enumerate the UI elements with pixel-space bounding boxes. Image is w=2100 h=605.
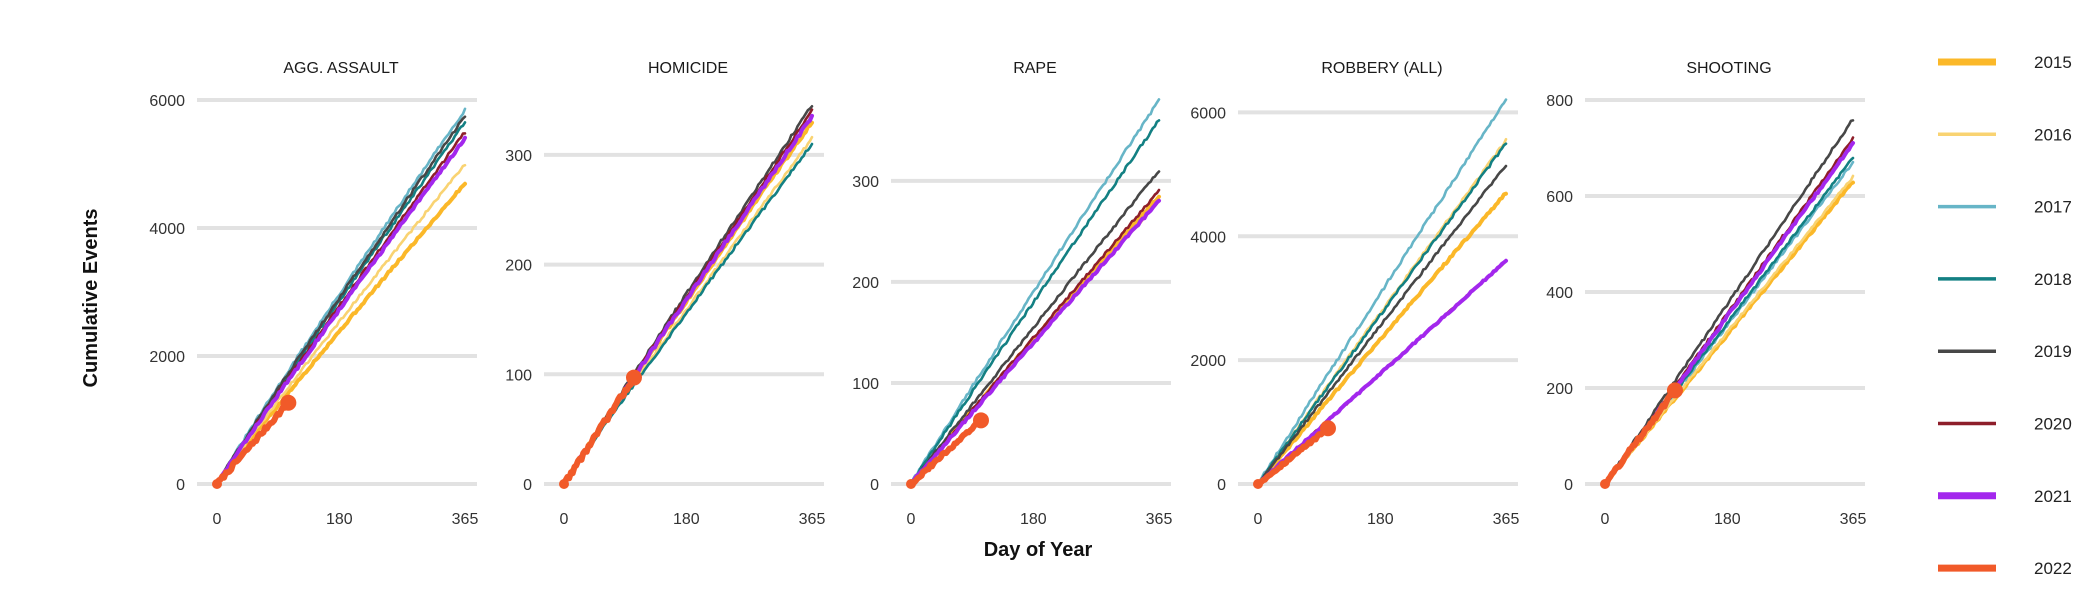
y-tick-label: 600 — [1546, 189, 1573, 206]
x-tick-label: 0 — [1254, 511, 1263, 528]
y-tick-label: 0 — [1217, 477, 1226, 494]
panel-agg-assault: AGG. ASSAULT 0 2000 4000 6000 0 180 365 — [149, 60, 478, 528]
x-tick-label: 180 — [673, 511, 700, 528]
x-tick-label: 365 — [799, 511, 826, 528]
series-line-2015 — [215, 181, 467, 486]
panel-title: HOMICIDE — [648, 60, 728, 77]
legend-item-2018: 2018 — [1938, 270, 2072, 289]
start-point-2022 — [559, 479, 569, 489]
y-tick-label: 0 — [870, 477, 879, 494]
series-line-2019 — [1603, 119, 1855, 485]
series-line-2022 — [1602, 387, 1678, 487]
series-line-2016 — [215, 163, 467, 485]
series-line-2019 — [215, 115, 467, 486]
x-tick-label: 365 — [1493, 511, 1520, 528]
legend-label: 2016 — [2034, 125, 2072, 144]
start-point-2022 — [1600, 479, 1610, 489]
series-line-2021 — [215, 135, 467, 486]
current-point-2022 — [280, 394, 297, 411]
y-tick-label: 100 — [852, 376, 879, 393]
series-line-2021 — [1256, 258, 1508, 486]
x-tick-label: 0 — [907, 511, 916, 528]
y-tick-label: 2000 — [149, 349, 185, 366]
start-point-2022 — [906, 479, 916, 489]
y-tick-label: 2000 — [1190, 353, 1226, 370]
legend-item-2016: 2016 — [1938, 125, 2072, 144]
series-line-2019 — [909, 170, 1161, 486]
y-tick-label: 200 — [505, 258, 532, 275]
series-line-2022 — [1255, 425, 1331, 487]
series-line-2018 — [1256, 142, 1508, 485]
y-tick-label: 300 — [852, 174, 879, 191]
series-line-2019 — [1256, 164, 1508, 485]
x-tick-label: 180 — [1020, 511, 1047, 528]
y-tick-label: 4000 — [1190, 229, 1226, 246]
series-line-2022 — [908, 417, 984, 487]
series-line-2017 — [1256, 98, 1508, 486]
legend-item-2019: 2019 — [1938, 342, 2072, 361]
series-line-2017 — [215, 107, 467, 486]
y-tick-label: 0 — [1564, 477, 1573, 494]
panel-shooting: SHOOTING 0 200 400 600 800 0 180 365 — [1546, 60, 1866, 528]
y-axis-title: Cumulative Events — [80, 209, 102, 388]
legend-item-2015: 2015 — [1938, 53, 2072, 72]
y-tick-label: 200 — [852, 275, 879, 292]
legend-label: 2019 — [2034, 342, 2072, 361]
current-point-2022 — [972, 412, 989, 429]
y-tick-label: 4000 — [149, 221, 185, 238]
legend-label: 2022 — [2034, 559, 2072, 578]
series-line-2022 — [214, 399, 292, 487]
y-tick-label: 300 — [505, 148, 532, 165]
current-point-2022 — [1666, 382, 1683, 399]
legend-label: 2018 — [2034, 270, 2072, 289]
panel-homicide: HOMICIDE 0 100 200 300 0 180 365 — [505, 60, 825, 528]
legend-item-2017: 2017 — [1938, 198, 2072, 217]
series-line-2020 — [215, 132, 467, 485]
panel-robbery-all: ROBBERY (ALL) 0 2000 4000 6000 0 180 365 — [1190, 60, 1519, 528]
start-point-2022 — [212, 479, 222, 489]
y-tick-label: 800 — [1546, 93, 1573, 110]
series-line-2015 — [1256, 191, 1508, 486]
y-tick-label: 400 — [1546, 285, 1573, 302]
panel-title: AGG. ASSAULT — [283, 60, 399, 77]
y-tick-label: 6000 — [1190, 105, 1226, 122]
x-tick-label: 365 — [1840, 511, 1867, 528]
current-point-2022 — [625, 369, 642, 386]
current-point-2022 — [1319, 420, 1336, 437]
x-tick-label: 365 — [452, 511, 479, 528]
x-tick-label: 180 — [1367, 511, 1394, 528]
x-tick-label: 180 — [1714, 511, 1741, 528]
legend-item-2021: 2021 — [1938, 487, 2072, 506]
x-tick-label: 365 — [1146, 511, 1173, 528]
panel-title: ROBBERY (ALL) — [1321, 60, 1442, 77]
x-tick-label: 0 — [213, 511, 222, 528]
legend-label: 2020 — [2034, 415, 2072, 434]
series-line-2021 — [909, 198, 1161, 486]
start-point-2022 — [1253, 479, 1263, 489]
panel-title: SHOOTING — [1686, 60, 1771, 77]
legend-label: 2015 — [2034, 53, 2072, 72]
y-tick-label: 6000 — [149, 93, 185, 110]
series-line-2018 — [562, 142, 814, 486]
legend-label: 2021 — [2034, 487, 2072, 506]
legend-item-2022: 2022 — [1938, 559, 2072, 578]
series-line-2022 — [561, 374, 637, 487]
x-axis-title: Day of Year — [984, 539, 1093, 561]
legend-label: 2017 — [2034, 198, 2072, 217]
x-tick-label: 0 — [1601, 511, 1610, 528]
y-tick-label: 0 — [176, 477, 185, 494]
y-tick-label: 100 — [505, 367, 532, 384]
y-tick-label: 0 — [523, 477, 532, 494]
y-tick-label: 200 — [1546, 381, 1573, 398]
x-tick-label: 180 — [326, 511, 353, 528]
legend: 2015 2016 2017 2018 2019 2020 2021 2022 — [1938, 53, 2072, 578]
series-line-2018 — [909, 119, 1161, 485]
x-tick-label: 0 — [560, 511, 569, 528]
legend-item-2020: 2020 — [1938, 415, 2072, 434]
panel-title: RAPE — [1013, 60, 1057, 77]
panel-rape: RAPE 0 100 200 300 0 180 365 — [852, 60, 1172, 528]
